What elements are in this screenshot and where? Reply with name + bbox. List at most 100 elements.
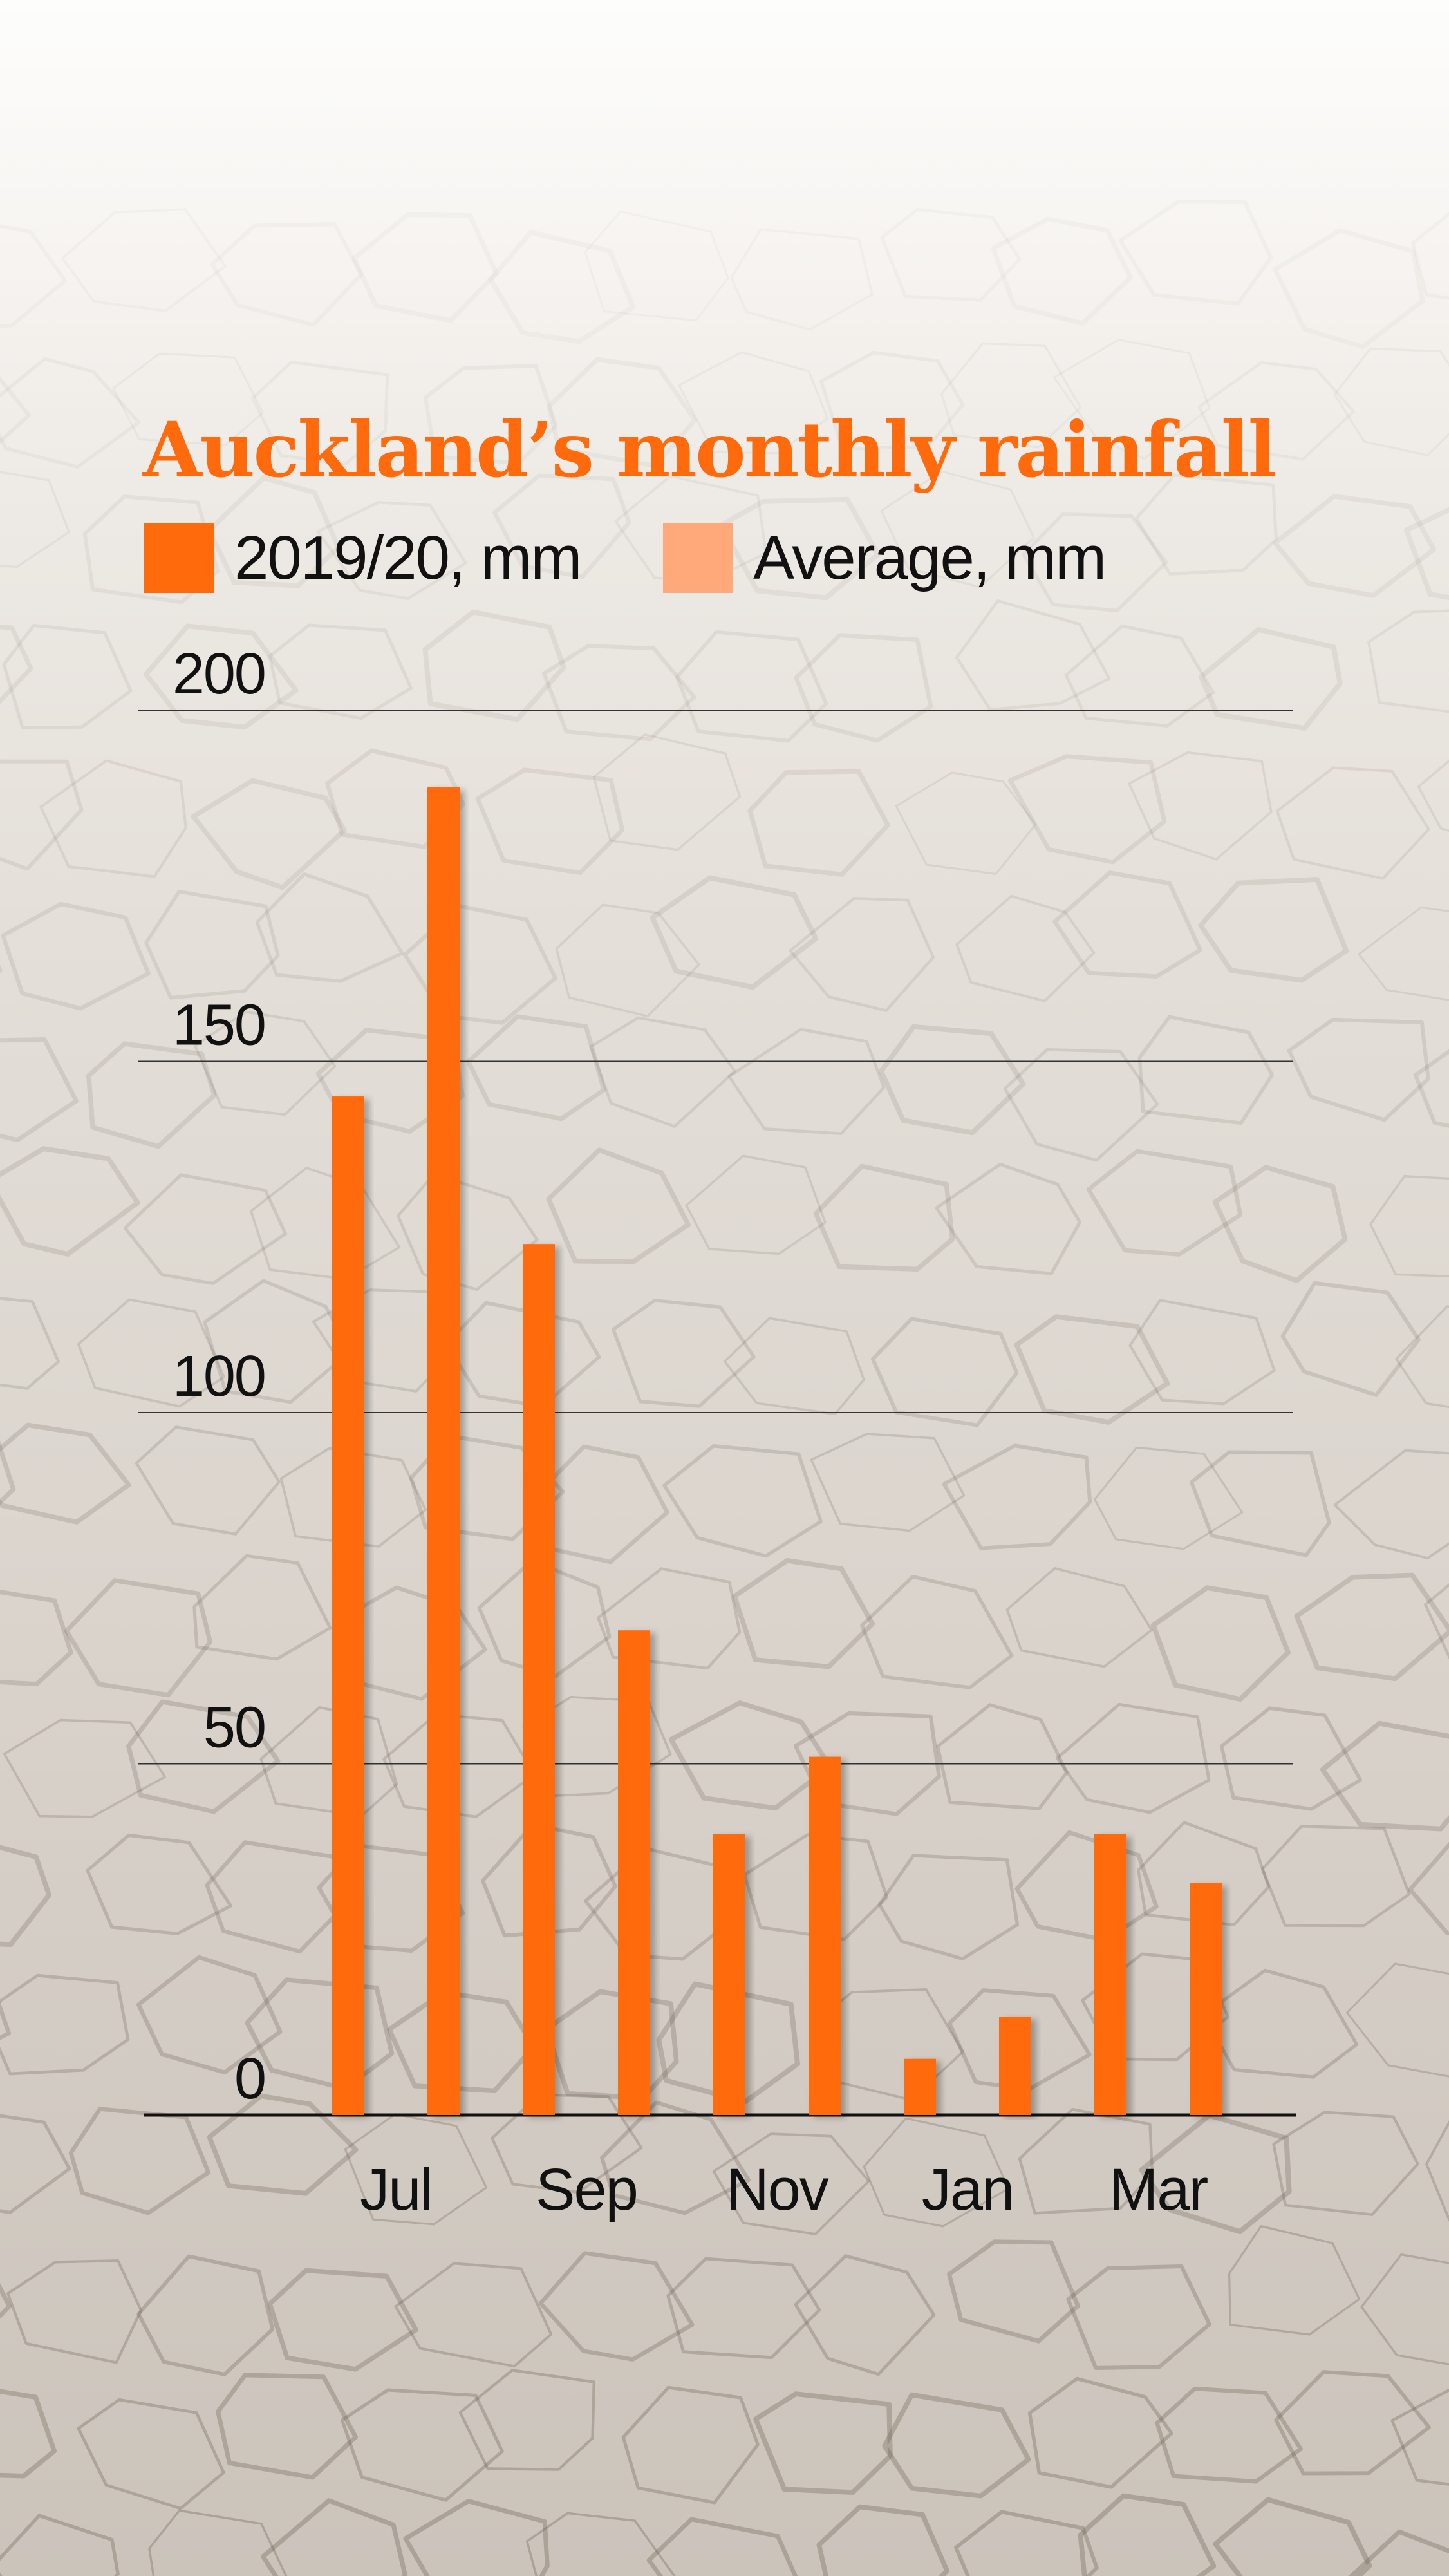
crack-line xyxy=(82,494,220,605)
crack-line xyxy=(810,1433,966,1532)
crack-line xyxy=(267,2268,418,2372)
crack-line xyxy=(662,1444,823,1558)
crack-line xyxy=(1287,1017,1430,1122)
crack-line xyxy=(727,1028,886,1135)
crack-line xyxy=(1358,906,1449,1001)
crack-line xyxy=(1135,473,1278,576)
crack-line xyxy=(589,1016,736,1128)
crack-line xyxy=(1137,1015,1274,1125)
crack-line xyxy=(1390,2389,1449,2486)
bar-nov xyxy=(713,1834,745,2115)
crack-line xyxy=(477,1559,612,1678)
crack-line xyxy=(879,1024,1026,1136)
crack-line xyxy=(813,1163,955,1272)
crack-line xyxy=(1369,1174,1449,1278)
crack-line xyxy=(675,630,828,743)
crack-line xyxy=(1128,751,1273,861)
crack-line xyxy=(1094,1446,1244,1550)
chart-title: Auckland’s monthly rainfall xyxy=(143,405,1276,494)
crack-line xyxy=(0,224,67,328)
x-tick-label: Sep xyxy=(536,2157,637,2223)
bar-apr xyxy=(1190,1883,1222,2115)
crack-line xyxy=(316,500,467,600)
crack-line xyxy=(1066,2264,1211,2370)
crack-line xyxy=(0,2514,120,2576)
y-tick-label: 0 xyxy=(234,2047,265,2111)
crack-line xyxy=(203,1279,351,1404)
crack-line xyxy=(650,875,819,990)
crack-line xyxy=(1018,2108,1154,2215)
crack-line xyxy=(1294,1572,1449,1682)
bar-oct xyxy=(618,1630,650,2115)
crack-line xyxy=(340,2388,504,2502)
crack-line xyxy=(0,1146,140,1257)
crack-line xyxy=(77,2398,225,2510)
crack-line xyxy=(819,350,965,451)
crack-line xyxy=(730,228,874,331)
y-axis-tick-labels: 0 50 100 150 200 xyxy=(173,642,266,2111)
crack-line xyxy=(1228,2225,1361,2336)
crack-line xyxy=(789,897,935,1012)
crack-line xyxy=(621,2385,760,2505)
crack-line xyxy=(753,2391,893,2496)
crack-line xyxy=(1274,2370,1431,2476)
crack-line xyxy=(68,2107,211,2215)
crack-line xyxy=(422,609,566,722)
crack-line xyxy=(0,1845,52,1947)
y-tick-label: 150 xyxy=(173,993,265,1058)
crack-line xyxy=(1413,1049,1449,1128)
legend-label-current: 2019/20, mm xyxy=(234,523,582,592)
crack-line xyxy=(794,633,933,743)
crack-line xyxy=(1139,2112,1292,2235)
legend-item-current: 2019/20, mm xyxy=(144,523,582,594)
crack-line xyxy=(724,1317,865,1416)
crack-line xyxy=(1411,211,1449,300)
crack-line xyxy=(216,2373,358,2480)
crack-line xyxy=(860,1575,1014,1689)
crack-line xyxy=(261,2498,408,2576)
crack-line xyxy=(541,644,696,742)
crack-line xyxy=(1213,2497,1372,2576)
legend-label-average: Average, mm xyxy=(753,523,1107,592)
crack-line xyxy=(0,357,141,469)
crack-line xyxy=(0,1037,79,1143)
crack-line xyxy=(600,2100,751,2215)
crack-line xyxy=(1219,1706,1362,1811)
crack-line xyxy=(1007,754,1167,865)
crack-line xyxy=(488,230,636,344)
crack-line xyxy=(191,778,347,890)
crack-line xyxy=(1403,507,1449,601)
crack-line xyxy=(666,2257,821,2360)
crack-line xyxy=(0,759,84,871)
crack-line xyxy=(86,1041,217,1149)
crack-line xyxy=(882,2392,1031,2499)
crack-line xyxy=(1333,347,1449,456)
crack-line xyxy=(1190,1450,1331,1557)
crack-line xyxy=(0,1590,73,1687)
crack-line xyxy=(64,1578,213,1698)
crack-line xyxy=(1360,2253,1449,2365)
crack-line xyxy=(936,1703,1069,1810)
crack-line xyxy=(397,1172,539,1292)
crack-line xyxy=(1052,870,1202,979)
crack-line xyxy=(877,1854,1020,1960)
crack-line xyxy=(144,890,280,1000)
crack-line xyxy=(1273,228,1425,350)
crack-line xyxy=(991,216,1133,326)
crack-line xyxy=(935,1162,1081,1275)
crack-line xyxy=(1198,626,1343,731)
crack-line xyxy=(1333,1449,1449,1560)
crack-line xyxy=(255,872,404,983)
crack-line xyxy=(6,2259,143,2364)
crack-line xyxy=(1197,361,1356,461)
crack-line xyxy=(646,2517,798,2576)
crack-line xyxy=(870,1317,1019,1427)
crack-line xyxy=(1320,1720,1449,1832)
x-tick-label: Mar xyxy=(1109,2157,1208,2223)
crack-line xyxy=(481,1822,617,1938)
crack-line xyxy=(123,1173,287,1285)
crack-line xyxy=(685,1154,827,1255)
crack-line xyxy=(0,1297,60,1390)
bar-feb xyxy=(999,2017,1031,2115)
